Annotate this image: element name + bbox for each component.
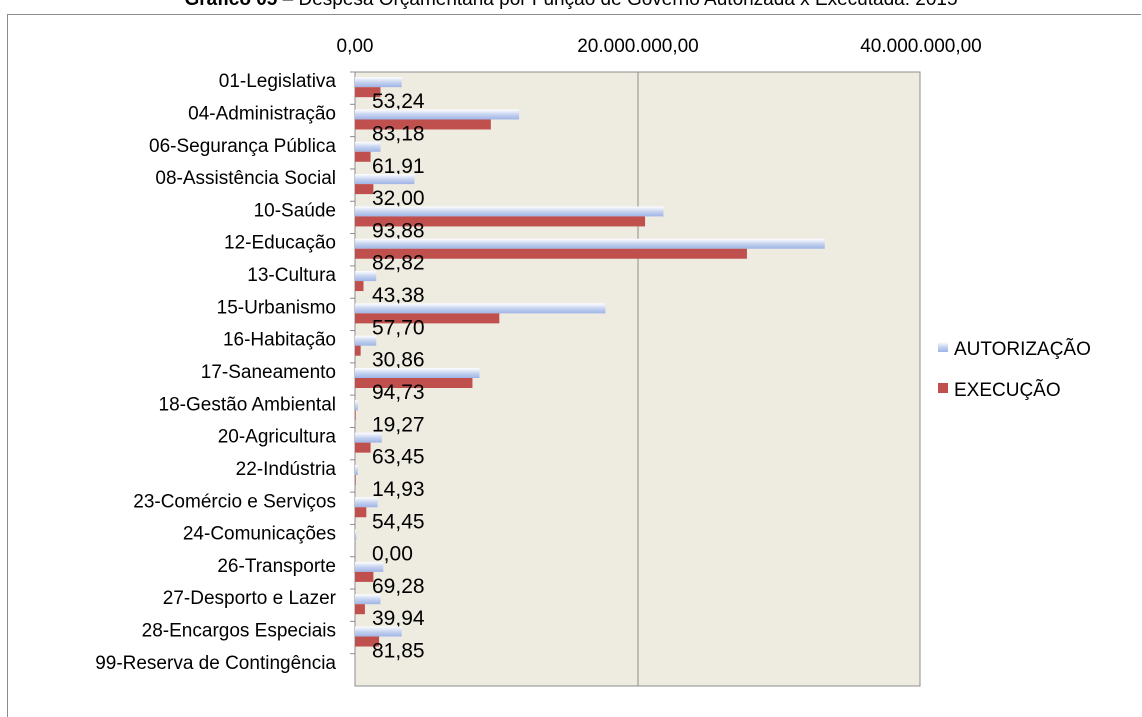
bar-autorizacao — [355, 529, 357, 540]
data-label: 82,82 — [372, 252, 425, 275]
bar-autorizacao — [355, 238, 825, 249]
category-label: 23-Comércio e Serviços — [133, 491, 336, 512]
category-label: 15-Urbanismo — [217, 297, 336, 318]
bar-execucao — [355, 87, 381, 98]
category-label: 28-Encargos Especiais — [142, 621, 336, 642]
data-label: 43,38 — [372, 284, 425, 307]
data-label: 69,28 — [372, 575, 425, 598]
category-label: 22-Indústria — [236, 459, 337, 480]
bar-autorizacao — [355, 174, 415, 185]
category-label: 12-Educação — [224, 233, 336, 254]
category-label: 06-Segurança Pública — [149, 136, 336, 157]
bar-execucao — [355, 281, 364, 292]
bar-autorizacao — [355, 368, 480, 378]
category-label: 10-Saúde — [254, 200, 336, 221]
legend-label: EXECUÇÃO — [954, 379, 1061, 401]
data-label: 54,45 — [372, 510, 425, 533]
data-label: 61,91 — [372, 155, 425, 178]
bar-execucao — [355, 313, 500, 324]
bar-autorizacao — [355, 271, 377, 282]
bar-autorizacao — [355, 561, 384, 572]
category-label: 26-Transporte — [217, 556, 336, 577]
caption-text: Despesa Orçamentária por Função de Gover… — [299, 0, 958, 10]
bar-execucao — [355, 248, 747, 259]
bar-autorizacao — [355, 303, 606, 314]
data-label: 94,73 — [372, 381, 425, 404]
data-label: 63,45 — [372, 446, 425, 469]
data-label: 32,00 — [372, 187, 425, 210]
data-label: 39,94 — [372, 607, 425, 630]
bar-autorizacao — [355, 141, 381, 152]
bar-autorizacao — [355, 497, 378, 508]
category-label: 20-Agricultura — [218, 427, 337, 448]
data-label: 14,93 — [372, 478, 425, 501]
data-label: 83,18 — [372, 122, 425, 145]
category-label: 08-Assistência Social — [155, 168, 336, 189]
chart-frame — [7, 14, 1141, 717]
bar-execucao — [355, 216, 646, 227]
bar-autorizacao — [355, 594, 381, 605]
caption-separator: – — [277, 0, 298, 10]
category-label: 16-Habitação — [223, 330, 336, 351]
bar-execucao — [355, 184, 374, 195]
bar-execucao — [355, 378, 473, 388]
legend-label: AUTORIZAÇÃO — [954, 338, 1091, 360]
chart-caption: Gráfico 05 – Despesa Orçamentária por Fu… — [0, 0, 1142, 11]
category-label: 01-Legislativa — [219, 71, 337, 92]
bar-autorizacao — [355, 464, 358, 475]
bar-autorizacao — [355, 335, 377, 346]
category-label: 04-Administração — [188, 103, 336, 124]
bar-autorizacao — [355, 77, 402, 88]
bar-execucao — [355, 410, 356, 421]
bar-execucao — [355, 119, 491, 130]
legend-swatch-execucao — [938, 383, 948, 393]
category-label: 99-Reserva de Contingência — [95, 653, 336, 674]
category-label: 17-Saneamento — [201, 362, 336, 383]
bar-execucao — [355, 604, 365, 615]
bar-execucao — [355, 507, 367, 518]
x-tick-label: 20.000.000,00 — [577, 36, 699, 57]
bar-execucao — [355, 571, 374, 582]
x-tick-label: 0,00 — [337, 36, 374, 57]
bar-execucao — [355, 474, 356, 485]
bar-execucao — [355, 636, 380, 647]
bar-execucao — [355, 442, 371, 453]
category-label: 27-Desporto e Lazer — [163, 588, 337, 609]
bar-autorizacao — [355, 432, 382, 443]
bar-execucao — [355, 151, 371, 162]
legend-swatch-autorizacao — [938, 342, 948, 352]
data-label: 30,86 — [372, 349, 425, 372]
data-label: 19,27 — [372, 413, 425, 436]
data-label: 81,85 — [372, 640, 425, 663]
bar-execucao — [355, 345, 361, 356]
x-tick-label: 40.000.000,00 — [860, 36, 982, 57]
category-label: 13-Cultura — [247, 265, 336, 286]
category-label: 24-Comunicações — [183, 524, 336, 545]
data-label: 57,70 — [372, 316, 425, 339]
data-label: 53,24 — [372, 90, 425, 113]
bar-autorizacao — [355, 626, 402, 637]
bar-autorizacao — [355, 109, 520, 120]
bar-autorizacao — [355, 206, 664, 217]
bar-autorizacao — [355, 400, 358, 411]
caption-number: Gráfico 05 — [184, 0, 277, 10]
data-label: 0,00 — [372, 543, 413, 566]
data-label: 93,88 — [372, 219, 425, 242]
category-label: 18-Gestão Ambiental — [159, 394, 336, 415]
